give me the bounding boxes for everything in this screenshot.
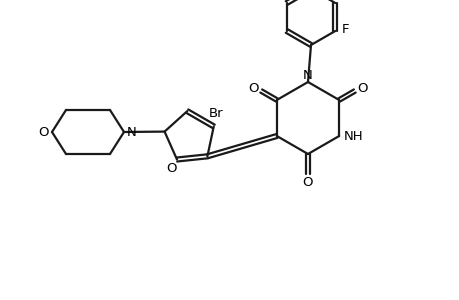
Text: O: O <box>357 82 367 94</box>
Text: Br: Br <box>208 107 223 120</box>
Text: O: O <box>39 125 49 139</box>
Text: O: O <box>247 82 258 94</box>
Text: NH: NH <box>342 130 362 142</box>
Text: O: O <box>166 162 177 175</box>
Text: O: O <box>302 176 313 188</box>
Text: N: N <box>302 68 312 82</box>
Text: N: N <box>127 125 137 139</box>
Text: F: F <box>341 22 348 35</box>
